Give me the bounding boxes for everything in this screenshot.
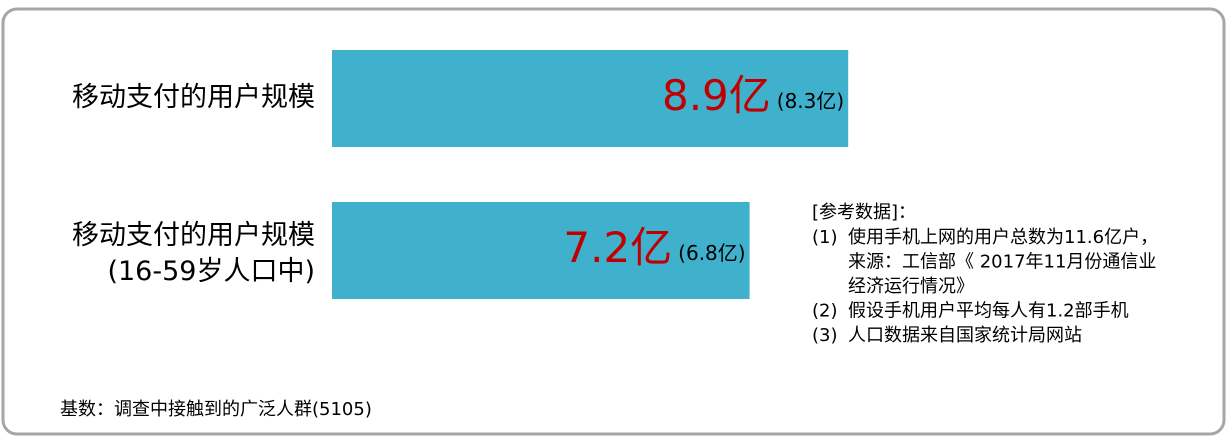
note-line: 来源：工信部《 2017年11月份通信业 bbox=[848, 252, 1156, 273]
value-label: 7.2亿 bbox=[563, 223, 672, 272]
notes: [参考数据]： (1) 使用手机上网的用户总数为11.6亿户， 来源：工信部《 20… bbox=[812, 202, 1158, 346]
note-line: 使用手机上网的用户总数为11.6亿户， bbox=[848, 227, 1158, 248]
note-number: (1) bbox=[812, 227, 838, 248]
category-sublabel: (16-59岁人口中) bbox=[107, 256, 315, 287]
note-line: 假设手机用户平均每人有1.2部手机 bbox=[848, 301, 1129, 322]
note-line: 经济运行情况》 bbox=[848, 276, 974, 297]
category-label: 移动支付的用户规模 bbox=[72, 82, 315, 113]
note-line: 人口数据来自国家统计局网站 bbox=[848, 325, 1082, 346]
notes-title: [参考数据]： bbox=[812, 202, 916, 223]
bar bbox=[332, 50, 849, 147]
comparison-label: (6.8亿) bbox=[678, 241, 745, 265]
footer: 基数：调查中接触到的广泛人群(5105) bbox=[60, 399, 372, 420]
note-number: (2) bbox=[812, 301, 838, 322]
bar bbox=[332, 202, 750, 299]
category-label: 移动支付的用户规模 bbox=[72, 220, 315, 251]
comparison-label: (8.3亿) bbox=[777, 89, 844, 113]
note-number: (3) bbox=[812, 325, 838, 346]
value-label: 8.9亿 bbox=[662, 71, 771, 120]
